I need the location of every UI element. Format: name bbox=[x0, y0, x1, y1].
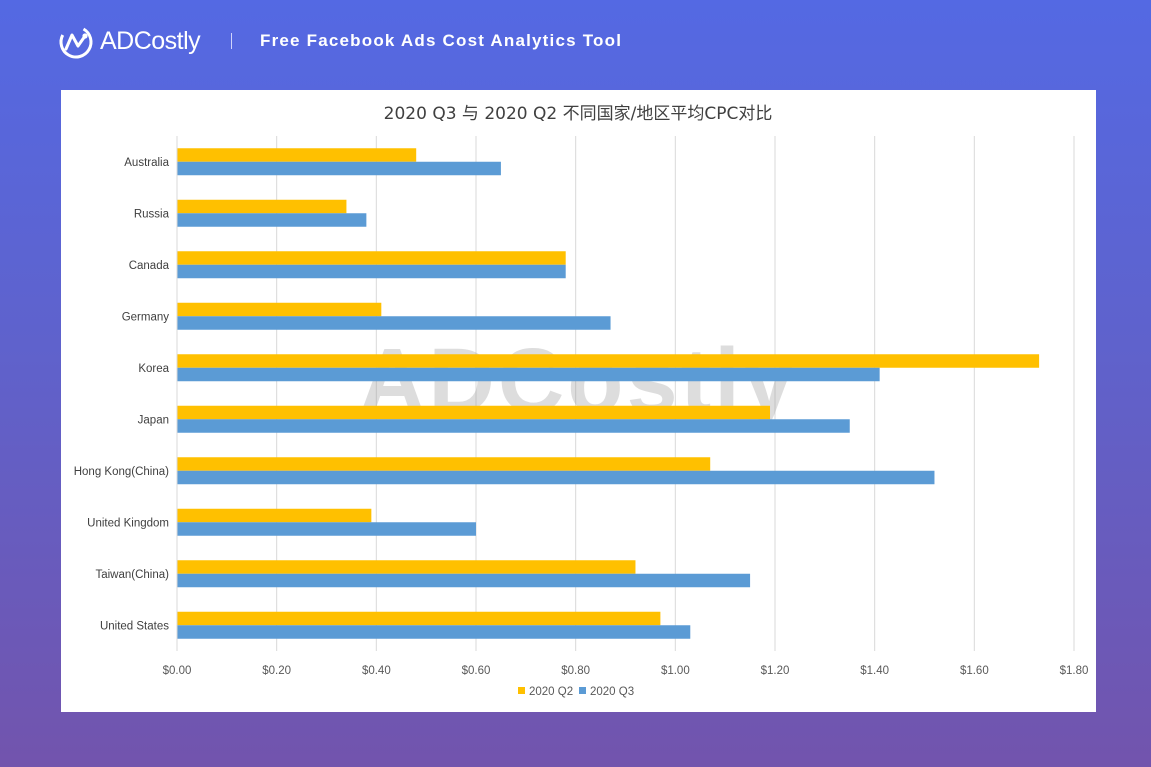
bar-q2 bbox=[177, 405, 771, 420]
legend-swatch-q3 bbox=[579, 687, 586, 694]
bar-q3 bbox=[177, 213, 367, 227]
category-label: Canada bbox=[129, 260, 170, 272]
bar-q2 bbox=[177, 148, 417, 162]
cpc-bar-chart: 2020 Q3 与 2020 Q2 不同国家/地区平均CPC对比 $0.00 $0.… bbox=[74, 104, 1089, 698]
x-tick-label: $1.80 bbox=[1060, 665, 1089, 677]
bar-q2 bbox=[177, 560, 636, 574]
bar-q2 bbox=[177, 251, 566, 265]
category-label: Korea bbox=[138, 363, 169, 375]
bar-q2 bbox=[177, 457, 711, 471]
adcostly-logo-icon bbox=[59, 25, 93, 59]
category-label: Australia bbox=[124, 157, 169, 169]
category-label: United Kingdom bbox=[87, 517, 169, 529]
bar-q3 bbox=[177, 625, 691, 639]
bar-q2 bbox=[177, 199, 347, 214]
bar-q3 bbox=[177, 161, 501, 176]
x-tick-label: $0.20 bbox=[262, 665, 291, 677]
x-tick-label: $1.60 bbox=[960, 665, 989, 677]
category-label: Taiwan(China) bbox=[95, 569, 169, 581]
bar-q3 bbox=[177, 316, 611, 330]
header-divider bbox=[231, 33, 232, 49]
bar-q2 bbox=[177, 354, 1040, 368]
bar-q3 bbox=[177, 573, 751, 588]
brand-name: ADCostly bbox=[100, 27, 201, 55]
legend-label-q3: 2020 Q3 bbox=[590, 686, 634, 698]
bar-q3 bbox=[177, 419, 850, 433]
category-label: Germany bbox=[122, 311, 170, 323]
header: ADCostly Free Facebook Ads Cost Analytic… bbox=[0, 0, 1151, 84]
x-tick-label: $0.60 bbox=[462, 665, 491, 677]
x-tick-label: $0.00 bbox=[163, 665, 192, 677]
bar-q3 bbox=[177, 264, 566, 279]
bar-q3 bbox=[177, 367, 880, 382]
x-tick-label: $1.20 bbox=[761, 665, 790, 677]
bar-q2 bbox=[177, 302, 382, 317]
x-tick-label: $0.40 bbox=[362, 665, 391, 677]
chart-title: 2020 Q3 与 2020 Q2 不同国家/地区平均CPC对比 bbox=[384, 104, 773, 124]
header-tagline: Free Facebook Ads Cost Analytics Tool bbox=[260, 31, 623, 50]
bar-q3 bbox=[177, 522, 476, 536]
chart-panel: 2020 Q3 与 2020 Q2 不同国家/地区平均CPC对比 $0.00 $0.… bbox=[61, 90, 1096, 712]
x-tick-label: $1.40 bbox=[860, 665, 889, 677]
bar-q2 bbox=[177, 508, 372, 523]
category-label: Russia bbox=[134, 208, 170, 220]
category-label: Japan bbox=[138, 414, 169, 426]
bar-q3 bbox=[177, 470, 935, 485]
category-label: Hong Kong(China) bbox=[74, 466, 169, 478]
legend-swatch-q2 bbox=[518, 687, 525, 694]
x-tick-label: $1.00 bbox=[661, 665, 690, 677]
legend-label-q2: 2020 Q2 bbox=[529, 686, 573, 698]
category-label: United States bbox=[100, 620, 169, 632]
x-tick-label: $0.80 bbox=[561, 665, 590, 677]
bar-q2 bbox=[177, 611, 661, 626]
